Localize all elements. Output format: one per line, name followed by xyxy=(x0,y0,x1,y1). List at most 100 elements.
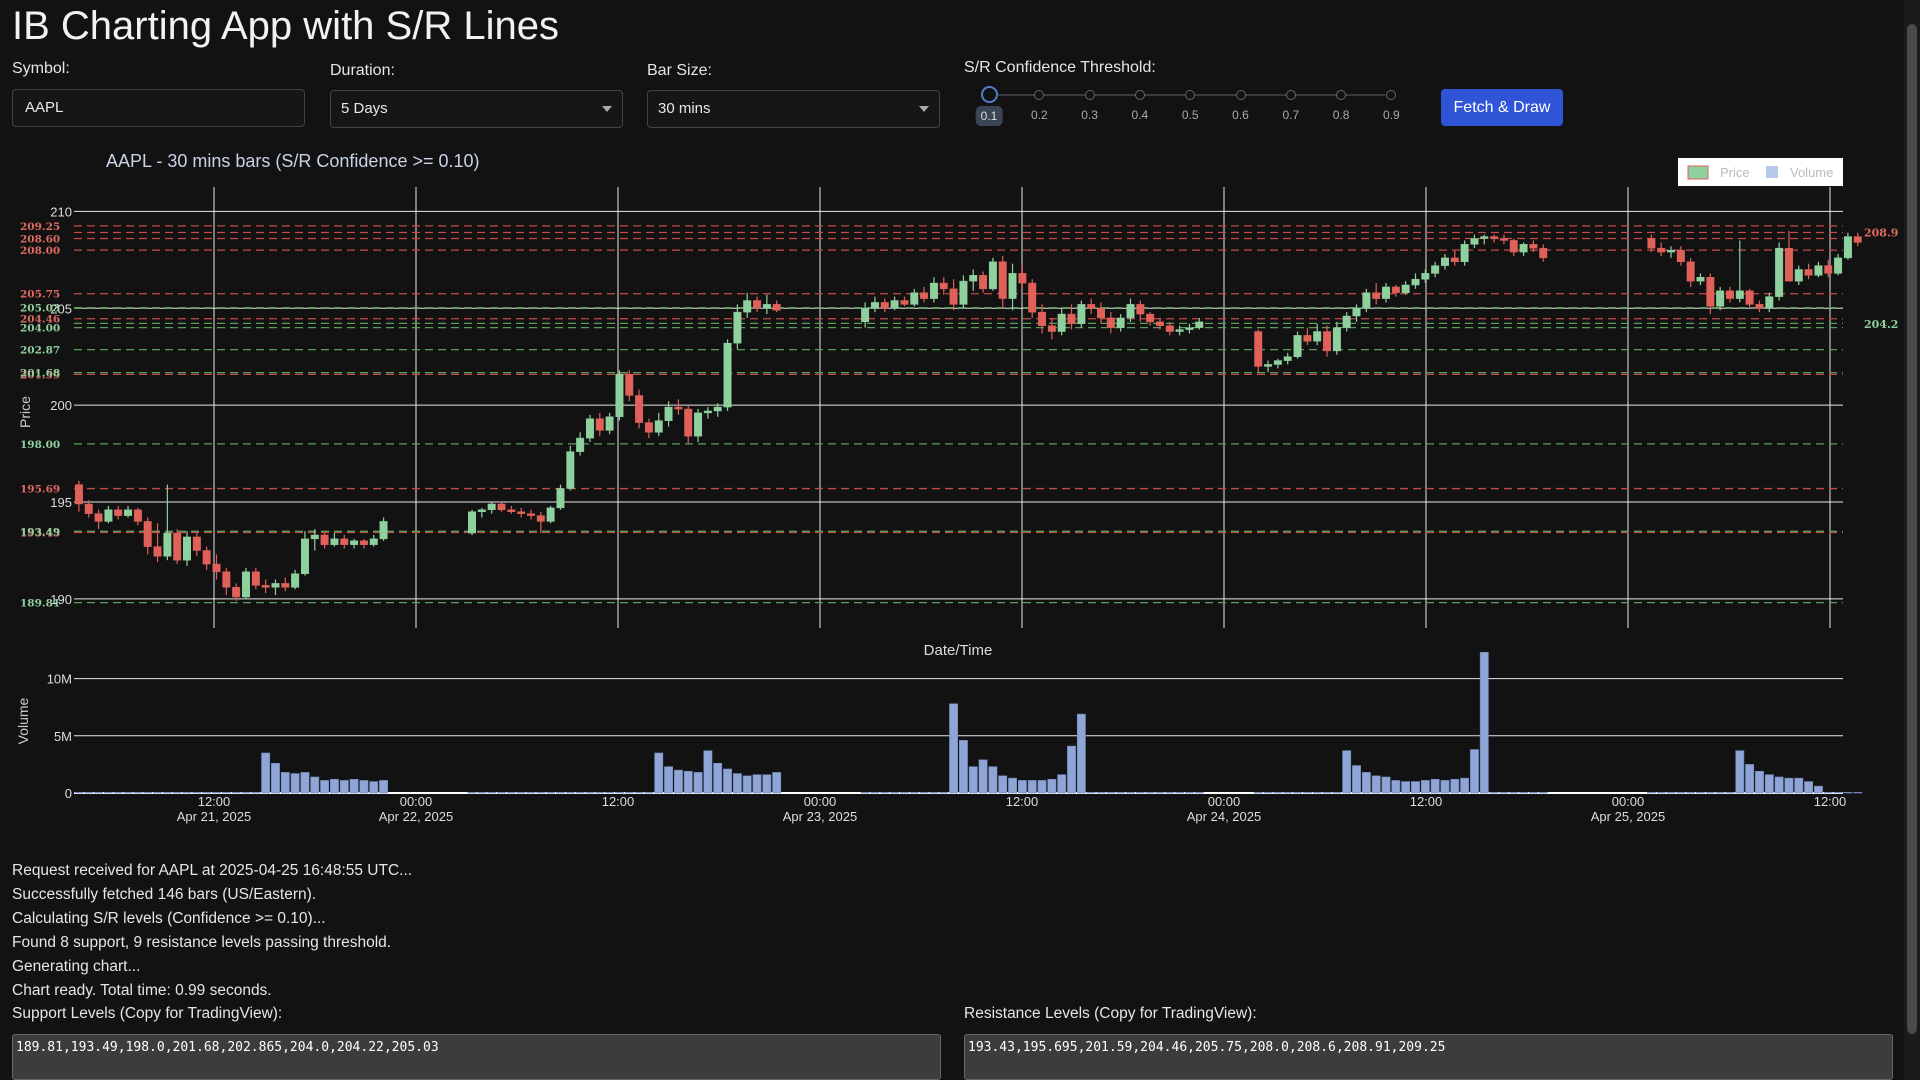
candle-body xyxy=(369,538,378,545)
volume-bar xyxy=(556,792,565,794)
volume-bar xyxy=(1499,792,1509,794)
candle-body xyxy=(566,451,575,489)
volume-bar xyxy=(1332,792,1342,794)
support-level-label: 204.00 xyxy=(20,323,60,335)
duration-select[interactable]: 5 Days xyxy=(330,90,623,128)
candle-body xyxy=(1185,327,1194,330)
candle-body xyxy=(232,587,241,598)
volume-bar xyxy=(1470,749,1479,794)
candle-body xyxy=(1804,269,1813,276)
bar-size-select[interactable]: 30 mins xyxy=(647,90,940,128)
volume-bar xyxy=(870,792,880,794)
price-volume-chart[interactable]: AAPL - 30 mins bars (S/R Confidence >= 0… xyxy=(0,140,1905,840)
volume-bar xyxy=(1656,792,1666,794)
volume-bar xyxy=(526,792,536,794)
candle-body xyxy=(300,538,309,574)
threshold-slider[interactable]: 0.1 0.2 0.3 0.4 0.5 0.6 0.7 0.8 0.9 xyxy=(975,84,1405,134)
support-levels-textarea[interactable]: 189.81,193.49,198.0,201.68,202.865,204.0… xyxy=(12,1034,941,1080)
candle-body xyxy=(949,288,958,305)
volume-bar xyxy=(162,792,172,794)
volume-bar xyxy=(369,781,379,794)
volume-bar xyxy=(703,750,713,794)
volume-bar xyxy=(1194,792,1204,794)
resistance-levels-textarea[interactable]: 193.43,195.695,201.59,204.46,205.75,208.… xyxy=(964,1034,1893,1080)
slider-dot[interactable] xyxy=(1034,90,1045,100)
slider-handle[interactable] xyxy=(981,86,998,103)
candle-body xyxy=(595,418,604,431)
volume-bar xyxy=(1794,777,1804,794)
candle-body xyxy=(1175,329,1184,332)
slider-dot[interactable] xyxy=(1134,90,1145,100)
volume-bar xyxy=(988,766,998,794)
candle-body xyxy=(1647,238,1656,249)
slider-mark-label: 0.3 xyxy=(1081,108,1098,122)
candle-body xyxy=(880,302,889,309)
candle-body xyxy=(1372,292,1381,299)
slider-dot[interactable] xyxy=(1185,90,1196,100)
symbol-input[interactable]: AAPL xyxy=(12,89,305,127)
candle-body xyxy=(74,484,83,505)
slider-dot[interactable] xyxy=(1285,90,1296,100)
chevron-down-icon xyxy=(919,106,929,112)
volume-bar xyxy=(1293,792,1302,794)
page-scrollbar[interactable] xyxy=(1904,0,1920,1080)
volume-bar xyxy=(94,792,103,794)
candle-body xyxy=(1067,313,1076,325)
scrollbar-thumb[interactable] xyxy=(1907,24,1917,1034)
candle-body xyxy=(379,521,388,540)
candle-body xyxy=(173,532,182,561)
duration-label: Duration: xyxy=(330,62,395,79)
volume-bar xyxy=(909,792,919,794)
candle-body xyxy=(664,406,673,421)
slider-dot[interactable] xyxy=(1386,90,1397,100)
volume-tick-label: 0 xyxy=(65,786,72,801)
volume-bar xyxy=(349,778,359,794)
volume-bar xyxy=(1804,781,1814,794)
volume-bar xyxy=(280,772,290,794)
volume-bar xyxy=(330,778,339,794)
status-log: Request received for AAPL at 2025-04-25 … xyxy=(12,859,412,1003)
x-tick-time: 00:00 xyxy=(1612,794,1645,809)
candle-body xyxy=(988,261,997,290)
volume-bar xyxy=(1096,792,1106,794)
candle-body xyxy=(733,311,742,344)
candle-body xyxy=(1539,247,1548,259)
volume-bar xyxy=(919,792,929,794)
candle-body xyxy=(703,410,712,414)
volume-bar xyxy=(1381,776,1391,794)
candle-body xyxy=(1480,236,1489,239)
candle-body xyxy=(546,507,555,522)
volume-bar xyxy=(1735,750,1745,794)
x-tick-time: 12:00 xyxy=(602,794,635,809)
support-levels-label: Support Levels (Copy for TradingView): xyxy=(12,1005,283,1022)
volume-bar xyxy=(585,792,595,794)
volume-bar xyxy=(74,792,84,794)
volume-bar xyxy=(1646,792,1656,794)
volume-bar xyxy=(1705,792,1715,794)
right-level-label: 208.9 xyxy=(1864,227,1898,240)
fetch-draw-button[interactable]: Fetch & Draw xyxy=(1441,89,1563,126)
support-level-label: 198.00 xyxy=(20,439,60,451)
slider-dot[interactable] xyxy=(1084,90,1095,100)
volume-bar xyxy=(202,792,212,794)
candle-body xyxy=(261,585,270,588)
candle-body xyxy=(1667,249,1675,253)
candle-body xyxy=(242,571,250,598)
candle-body xyxy=(1362,292,1371,309)
candle-body xyxy=(310,534,319,540)
volume-bar xyxy=(752,774,762,794)
volume-bar xyxy=(290,773,300,794)
candle-body xyxy=(1018,273,1027,284)
candle-body xyxy=(1136,304,1145,315)
volume-bar xyxy=(1666,792,1676,794)
volume-bar xyxy=(1774,776,1784,794)
slider-dot[interactable] xyxy=(1336,90,1347,100)
slider-dot[interactable] xyxy=(1235,90,1246,100)
volume-bar xyxy=(772,772,782,794)
volume-bar xyxy=(565,792,575,794)
candle-body xyxy=(291,573,300,588)
volume-bar xyxy=(1755,770,1764,794)
volume-bar xyxy=(575,792,585,794)
candle-body xyxy=(1038,311,1047,326)
log-line: Calculating S/R levels (Confidence >= 0.… xyxy=(12,910,326,927)
